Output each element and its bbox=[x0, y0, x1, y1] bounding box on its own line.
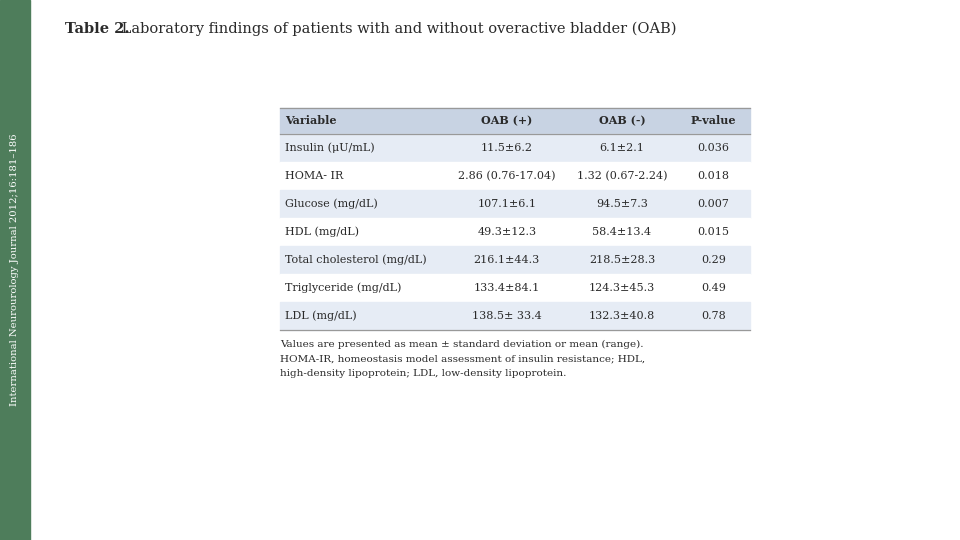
Bar bbox=[280, 218, 750, 246]
Bar bbox=[280, 246, 750, 274]
Text: 0.78: 0.78 bbox=[701, 311, 726, 321]
Text: 0.49: 0.49 bbox=[701, 283, 726, 293]
Text: 94.5±7.3: 94.5±7.3 bbox=[596, 199, 648, 209]
Text: 11.5±6.2: 11.5±6.2 bbox=[481, 143, 533, 153]
Text: 6.1±2.1: 6.1±2.1 bbox=[599, 143, 644, 153]
Text: 138.5± 33.4: 138.5± 33.4 bbox=[472, 311, 541, 321]
Bar bbox=[280, 190, 750, 218]
Text: 0.007: 0.007 bbox=[698, 199, 730, 209]
Text: Triglyceride (mg/dL): Triglyceride (mg/dL) bbox=[285, 283, 401, 293]
Text: 124.3±45.3: 124.3±45.3 bbox=[588, 283, 655, 293]
Text: 107.1±6.1: 107.1±6.1 bbox=[477, 199, 537, 209]
Text: Table 2.: Table 2. bbox=[65, 22, 130, 36]
Bar bbox=[280, 134, 750, 162]
Text: 2.86 (0.76-17.04): 2.86 (0.76-17.04) bbox=[458, 171, 556, 181]
Text: OAB (+): OAB (+) bbox=[481, 116, 533, 126]
Text: Values are presented as mean ± standard deviation or mean (range).: Values are presented as mean ± standard … bbox=[280, 340, 643, 349]
Text: 58.4±13.4: 58.4±13.4 bbox=[592, 227, 652, 237]
Text: Laboratory findings of patients with and without overactive bladder (OAB): Laboratory findings of patients with and… bbox=[117, 22, 677, 36]
Text: Glucose (mg/dL): Glucose (mg/dL) bbox=[285, 199, 377, 210]
Bar bbox=[280, 274, 750, 302]
Text: high-density lipoprotein; LDL, low-density lipoprotein.: high-density lipoprotein; LDL, low-densi… bbox=[280, 368, 566, 377]
Text: International Neurourology Journal 2012;16:181–186: International Neurourology Journal 2012;… bbox=[11, 134, 19, 406]
Text: HDL (mg/dL): HDL (mg/dL) bbox=[285, 227, 359, 237]
Bar bbox=[0, 0, 30, 540]
Bar bbox=[280, 302, 750, 330]
Text: LDL (mg/dL): LDL (mg/dL) bbox=[285, 310, 356, 321]
Text: 49.3±12.3: 49.3±12.3 bbox=[477, 227, 537, 237]
Text: HOMA-IR, homeostasis model assessment of insulin resistance; HDL,: HOMA-IR, homeostasis model assessment of… bbox=[280, 354, 645, 363]
Text: Insulin (μU/mL): Insulin (μU/mL) bbox=[285, 143, 374, 153]
Text: 0.036: 0.036 bbox=[698, 143, 730, 153]
Text: 0.29: 0.29 bbox=[701, 255, 726, 265]
Bar bbox=[280, 108, 750, 134]
Text: Variable: Variable bbox=[285, 116, 337, 126]
Bar bbox=[280, 162, 750, 190]
Text: 0.015: 0.015 bbox=[698, 227, 730, 237]
Text: Total cholesterol (mg/dL): Total cholesterol (mg/dL) bbox=[285, 255, 426, 265]
Text: 133.4±84.1: 133.4±84.1 bbox=[473, 283, 540, 293]
Text: OAB (-): OAB (-) bbox=[599, 116, 645, 126]
Text: HOMA- IR: HOMA- IR bbox=[285, 171, 344, 181]
Text: P-value: P-value bbox=[691, 116, 736, 126]
Text: 218.5±28.3: 218.5±28.3 bbox=[588, 255, 655, 265]
Text: 216.1±44.3: 216.1±44.3 bbox=[473, 255, 540, 265]
Text: 132.3±40.8: 132.3±40.8 bbox=[588, 311, 655, 321]
Text: 0.018: 0.018 bbox=[698, 171, 730, 181]
Text: 1.32 (0.67-2.24): 1.32 (0.67-2.24) bbox=[577, 171, 667, 181]
